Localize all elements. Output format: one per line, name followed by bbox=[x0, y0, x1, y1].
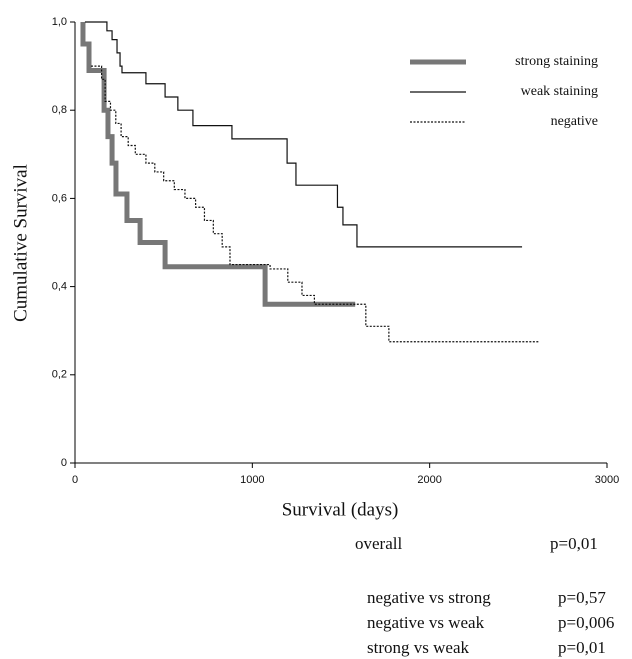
annotation-label: negative vs weak bbox=[367, 613, 485, 632]
y-tick-label: 0,8 bbox=[52, 104, 67, 116]
y-tick-label: 0,2 bbox=[52, 369, 67, 381]
x-tick-label: 1000 bbox=[240, 474, 264, 486]
annotation-label: strong vs weak bbox=[367, 638, 469, 657]
y-tick-label: 0,6 bbox=[52, 192, 67, 204]
legend-label: negative bbox=[551, 114, 598, 129]
x-tick-label: 2000 bbox=[417, 474, 441, 486]
y-tick-label: 0,4 bbox=[52, 281, 67, 293]
annotation-label: negative vs strong bbox=[367, 588, 491, 607]
y-tick-label: 1,0 bbox=[52, 16, 67, 28]
legend-label: strong staining bbox=[515, 54, 598, 69]
survival-curve bbox=[90, 65, 540, 343]
annotation-p-value: p=0,01 bbox=[550, 534, 598, 553]
y-tick-label: 0 bbox=[61, 457, 67, 469]
x-tick-label: 3000 bbox=[595, 474, 619, 486]
survival-curve bbox=[84, 21, 523, 248]
annotation-label: overall bbox=[355, 534, 402, 553]
annotation-p-value: p=0,006 bbox=[558, 613, 614, 632]
annotation-p-value: p=0,01 bbox=[558, 638, 606, 657]
x-tick-label: 0 bbox=[72, 474, 78, 486]
survival-curve bbox=[80, 22, 356, 307]
legend-label: weak staining bbox=[521, 84, 598, 99]
annotation-p-value: p=0,57 bbox=[558, 588, 606, 607]
x-axis-label: Survival (days) bbox=[282, 499, 399, 520]
y-axis-label: Cumulative Survival bbox=[10, 164, 31, 322]
